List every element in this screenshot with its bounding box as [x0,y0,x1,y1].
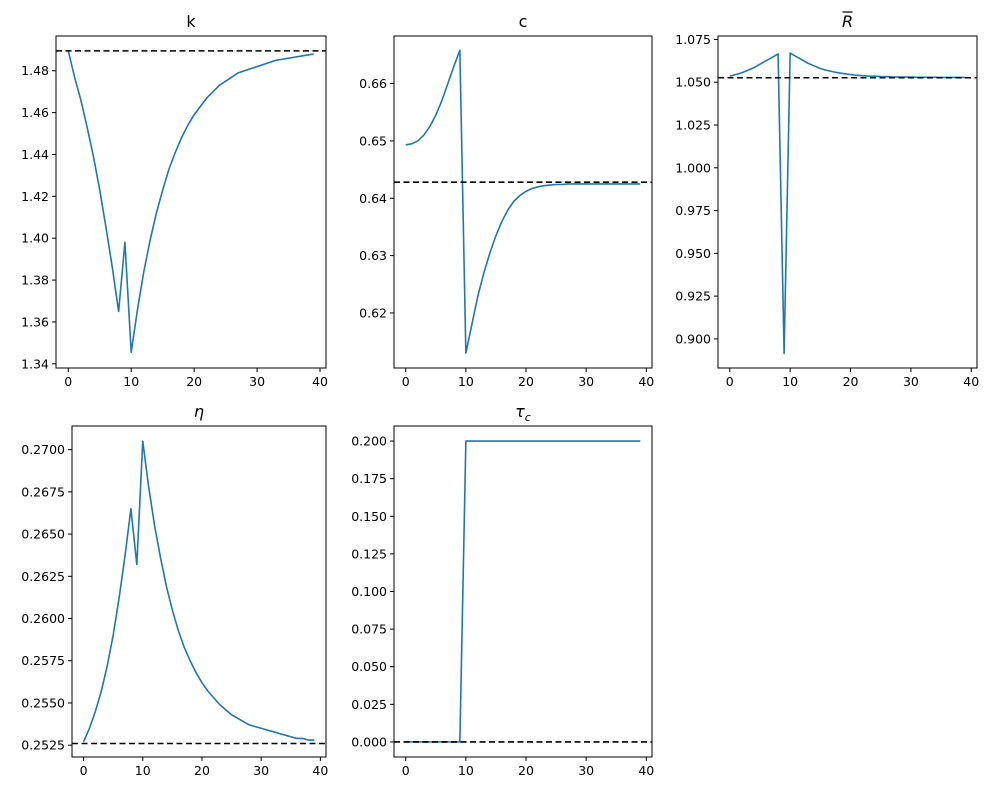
x-tick-label: 0 [64,374,72,389]
y-tick-label: 1.36 [21,314,49,329]
y-tick-label: 0.100 [351,584,387,599]
x-tick-label: 10 [135,763,151,778]
chart-panel: 0 10 20 30 40 1.34 1.36 1.38 1.40 1.42 1.44 1.46 1.4… [21,12,328,389]
x-tick-label: 30 [578,763,594,778]
x-tick-label: 30 [903,374,919,389]
x-tick-label: 40 [963,374,979,389]
y-tick-label: 0.2675 [21,484,65,499]
y-tick-label: 0.64 [359,191,387,206]
y-tick-label: 1.025 [675,117,711,132]
axes-frame [393,35,653,369]
x-tick-label: 10 [782,374,798,389]
y-tick-label: 0.150 [351,509,387,524]
x-tick-label: 30 [253,763,269,778]
axes-frame [71,425,327,758]
y-tick-label: 0.025 [351,697,387,712]
y-tick-label: 0.2525 [21,738,65,753]
y-tick-label: 1.34 [21,356,49,371]
x-tick-label: 30 [249,374,265,389]
chart-title: η [194,402,204,421]
y-tick-label: 0.925 [675,289,711,304]
y-tick-label: 0.2650 [21,527,65,542]
y-tick-label: 1.46 [21,105,49,120]
axes-frame [717,35,978,369]
y-tick-label: 0.075 [351,622,387,637]
x-tick-label: 10 [458,763,474,778]
chart-panel: 0 10 20 30 40 0.62 0.63 0.64 0.65 0.66 c [359,12,654,389]
chart-panel: 0 10 20 30 40 0.900 0.925 0.950 0.975 1.000 1.025 1… [675,11,979,389]
axes-frame [393,425,653,758]
y-tick-label: 0.2600 [21,611,65,626]
y-tick-label: 0.000 [351,734,387,749]
y-tick-label: 0.63 [359,248,387,263]
x-tick-label: 20 [518,374,534,389]
x-tick-label: 10 [458,374,474,389]
y-tick-label: 0.900 [675,331,711,346]
chart-panel: 0 10 20 30 40 0.2525 0.2550 0.2575 0.2600 0.2625 0… [21,402,328,778]
y-tick-label: 0.62 [359,305,387,320]
chart-title: k [186,12,196,31]
y-tick-label: 1.075 [675,32,711,47]
axes-frame [55,35,327,369]
y-tick-label: 0.2700 [21,442,65,457]
y-tick-label: 0.200 [351,434,387,449]
x-tick-label: 40 [638,374,654,389]
chart-panel: 0 10 20 30 40 0.000 0.025 0.050 0.075 0.100 0.125 0… [351,402,654,778]
y-tick-label: 0.66 [359,76,387,91]
y-tick-label: 0.2550 [21,695,65,710]
series-line [67,50,314,354]
y-tick-label: 0.65 [359,133,387,148]
series-line [405,440,641,743]
x-tick-label: 20 [186,374,202,389]
y-tick-label: 1.40 [21,231,49,246]
y-tick-label: 1.48 [21,63,49,78]
series-line [405,49,641,354]
chart-title: τc [515,402,531,424]
x-tick-label: 40 [312,374,328,389]
x-tick-label: 30 [578,374,594,389]
y-tick-label: 1.050 [675,75,711,90]
x-tick-label: 20 [194,763,210,778]
x-tick-label: 0 [402,763,410,778]
x-tick-label: 0 [402,374,410,389]
series-line [82,440,315,743]
y-tick-label: 1.38 [21,273,49,288]
y-tick-label: 1.000 [675,160,711,175]
x-tick-label: 0 [80,763,88,778]
chart-title: c [519,12,528,31]
x-tick-label: 20 [518,763,534,778]
y-tick-label: 0.2625 [21,569,65,584]
x-tick-label: 0 [726,374,734,389]
y-tick-label: 0.950 [675,246,711,261]
y-tick-label: 0.975 [675,203,711,218]
y-tick-label: 0.125 [351,546,387,561]
y-tick-label: 0.175 [351,471,387,486]
chart-title: R [842,12,853,31]
y-tick-label: 1.44 [21,147,49,162]
x-tick-label: 10 [123,374,139,389]
x-tick-label: 40 [638,763,654,778]
y-tick-label: 0.2575 [21,653,65,668]
x-tick-label: 20 [843,374,859,389]
x-tick-label: 40 [312,763,328,778]
y-tick-label: 1.42 [21,189,49,204]
y-tick-label: 0.050 [351,659,387,674]
series-line [729,52,966,355]
